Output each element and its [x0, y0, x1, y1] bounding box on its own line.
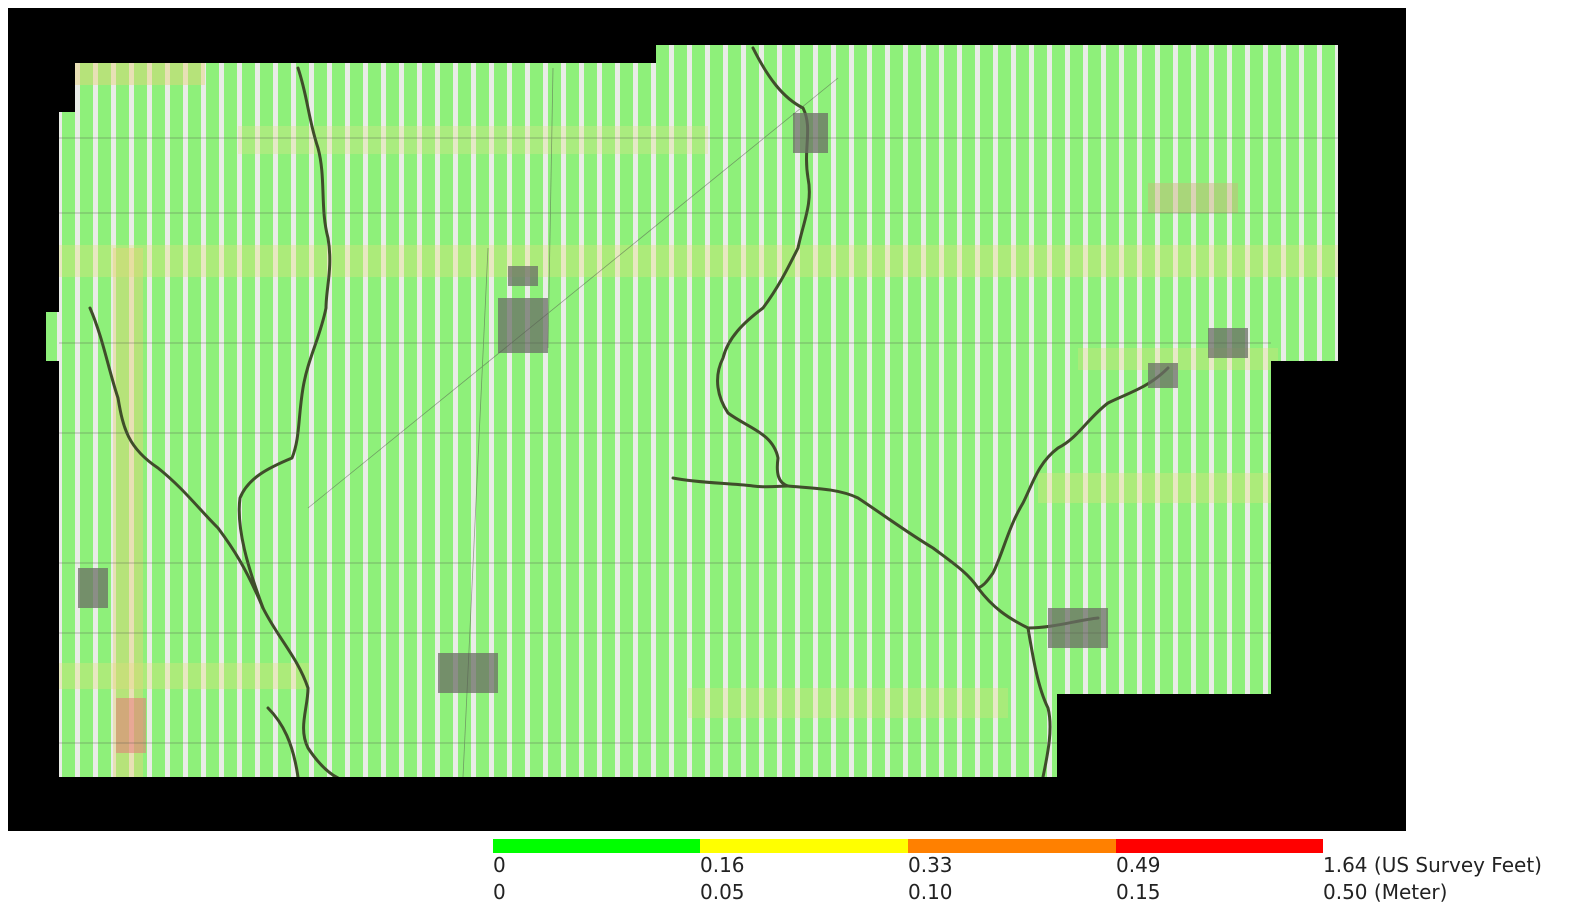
river-network — [88, 46, 1170, 777]
settlements — [78, 113, 1248, 693]
high-error-patch — [116, 698, 146, 753]
legend-feet-label: 0.33 — [908, 853, 953, 877]
town-block — [508, 266, 538, 286]
town-block — [78, 568, 108, 608]
town-block — [1048, 608, 1108, 648]
legend-bin-red — [1116, 839, 1323, 853]
error-legend: 0 0.16 0.33 0.49 1.64 (US Survey Feet) 0… — [493, 839, 1592, 904]
legend-feet-label: 0 — [493, 853, 506, 877]
elevated-error-band — [1038, 473, 1271, 503]
town-block — [793, 113, 828, 153]
legend-bin-green — [493, 839, 700, 853]
legend-bin-yellow — [700, 839, 908, 853]
elevated-error-band — [59, 663, 309, 689]
legend-feet-label: 0.16 — [700, 853, 745, 877]
elevated-error-band — [75, 63, 205, 85]
legend-meter-label: 0.50 (Meter) — [1323, 880, 1448, 904]
elevated-error-band — [1148, 183, 1238, 213]
legend-meter-label: 0 — [493, 880, 506, 904]
elevated-error-band — [688, 688, 1008, 718]
legend-meter-label: 0.05 — [700, 880, 745, 904]
legend-bin-orange — [908, 839, 1116, 853]
legend-feet-label: 1.64 (US Survey Feet) — [1323, 853, 1542, 877]
legend-feet-label: 0.49 — [1116, 853, 1161, 877]
map-frame — [8, 8, 1406, 831]
legend-meter-label: 0.10 — [908, 880, 953, 904]
legend-meter-label: 0.15 — [1116, 880, 1161, 904]
coverage-area — [46, 45, 1338, 777]
error-raster-map — [46, 45, 1338, 777]
elevated-error-band — [238, 126, 708, 154]
town-block — [498, 298, 548, 353]
road-grid — [59, 67, 1338, 777]
elevated-error-band — [113, 248, 143, 777]
town-block — [1148, 363, 1178, 388]
elevated-error-band — [59, 245, 1338, 277]
